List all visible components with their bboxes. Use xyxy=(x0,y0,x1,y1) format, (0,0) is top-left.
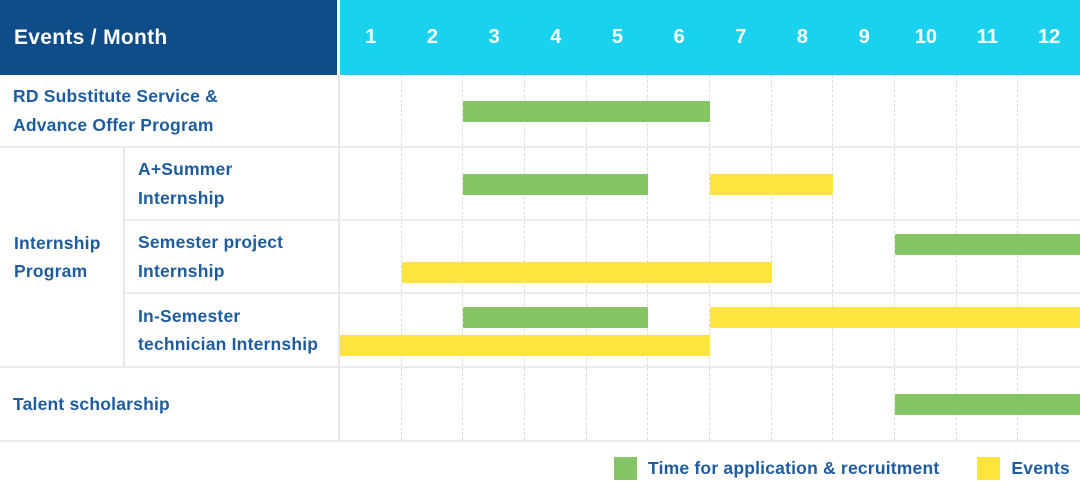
month-header-9: 9 xyxy=(858,26,870,48)
event-bar xyxy=(340,335,710,356)
recruitment-bar xyxy=(463,173,649,195)
header-title: Events / Month xyxy=(14,25,168,49)
legend-item-recruitment: Time for application & recruitment xyxy=(614,456,940,480)
gantt-table: Events / Month 1 2 3 4 5 6 7 8 9 10 11 12 RD Substi… xyxy=(0,0,1080,442)
track-semester-project-internship xyxy=(340,221,1080,294)
month-header-row: 1 2 3 4 5 6 7 8 9 10 11 12 xyxy=(340,0,1080,75)
month-header-7: 7 xyxy=(735,26,747,48)
recruitment-bar xyxy=(895,394,1080,415)
event-bar xyxy=(710,307,1080,328)
track-talent-scholarship xyxy=(340,368,1080,442)
recruitment-bar xyxy=(463,100,710,122)
legend-label-recruitment: Time for application & recruitment xyxy=(648,457,940,478)
track-a-plus-summer-internship xyxy=(340,148,1080,221)
month-header-1: 1 xyxy=(365,26,377,48)
month-gridlines xyxy=(340,294,1080,366)
month-header-8: 8 xyxy=(796,26,809,48)
month-header-12: 12 xyxy=(1038,26,1061,48)
month-header-11: 11 xyxy=(976,26,999,48)
legend-item-events: Events xyxy=(977,456,1070,480)
month-header-4: 4 xyxy=(550,26,562,48)
legend: Time for application & recruitment Event… xyxy=(0,442,1080,494)
recruitment-bar xyxy=(463,307,649,328)
month-header-5: 5 xyxy=(611,26,624,48)
event-bar xyxy=(401,262,772,283)
row-label-rd-substitute-service: RD Substitute Service & Advance Offer Pr… xyxy=(0,75,340,148)
recruitment-color-swatch xyxy=(614,456,638,480)
event-bar xyxy=(710,173,834,195)
legend-label-events: Events xyxy=(1011,457,1070,478)
row-label-semester-project-internship: Semester project Internship xyxy=(125,221,340,294)
group-label-internship-program: Internship Program xyxy=(0,148,125,368)
track-rd-substitute-service xyxy=(340,75,1080,148)
track-in-semester-technician-internship xyxy=(340,294,1080,368)
month-header-6: 6 xyxy=(673,26,685,48)
month-gridlines xyxy=(340,368,1080,440)
month-gridlines xyxy=(340,75,1080,146)
header-events-month: Events / Month xyxy=(0,0,340,75)
row-label-in-semester-technician-internship: In-Semester technician Internship xyxy=(125,294,340,368)
month-gridlines xyxy=(340,221,1080,292)
events-color-swatch xyxy=(977,456,1001,480)
row-label-a-plus-summer-internship: A+Summer Internship xyxy=(125,148,340,221)
month-header-10: 10 xyxy=(914,26,937,48)
month-header-3: 3 xyxy=(488,26,500,48)
recruitment-bar xyxy=(895,234,1080,255)
month-header-2: 2 xyxy=(426,26,439,48)
row-label-talent-scholarship: Talent scholarship xyxy=(0,368,340,442)
